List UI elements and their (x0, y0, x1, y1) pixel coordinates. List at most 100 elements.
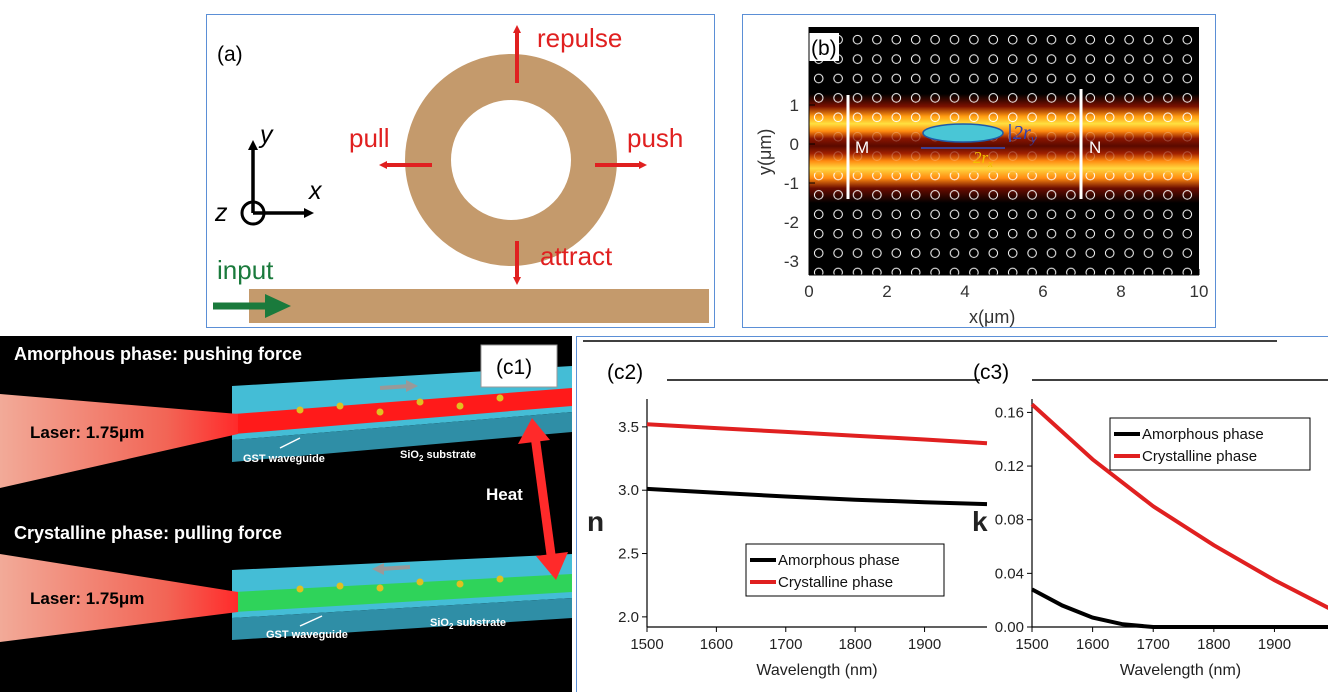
b-y-ticks: 1 0 -1 -2 -3 (784, 96, 815, 271)
b-y-tick-label: 0 (790, 135, 799, 154)
panel-c1-svg: Heat Amorphous phase: pushing force Crys… (0, 344, 572, 642)
bottom-laser-beam (0, 554, 238, 642)
b-x-tick-label: 6 (1038, 282, 1047, 301)
laser-bottom-label: Laser: 1.75μm (30, 589, 144, 608)
legend-entry: Amorphous phase (778, 552, 900, 569)
axis-x-label: x (308, 177, 323, 205)
waveguide-bottom-label: GST waveguide (266, 629, 348, 641)
panel-c3-label: (c3) (973, 361, 1009, 384)
b-ylabel: y(μm) (755, 129, 775, 175)
y-tick-label: 0.00 (995, 619, 1024, 636)
x-axis-label: Wavelength (nm) (1120, 662, 1241, 679)
legend-box (1109, 417, 1311, 471)
bottom-gst-waveguide (234, 574, 572, 612)
top-title: Amorphous phase: pushing force (14, 344, 302, 364)
ring-resonator (405, 54, 617, 266)
b-x-tick-label: 8 (1116, 282, 1125, 301)
attract-label: attract (540, 241, 613, 271)
panel-c1-label: (c1) (496, 356, 532, 379)
y-tick-label: 2.0 (618, 609, 639, 626)
waveguide-top-label: GST waveguide (243, 453, 325, 465)
top-gst-waveguide (234, 388, 572, 434)
y-tick-label: 0.16 (995, 404, 1024, 421)
chart-c3: 1500 1600 1700 1800 1900 0.00 0.04 0.08 0.12 0.16… (972, 399, 1328, 679)
dim-2rx-label: 2rx (973, 148, 993, 170)
y-tick-label: 3.0 (618, 482, 639, 499)
heat-label: Heat (486, 485, 523, 504)
x-tick-label: 1700 (1137, 636, 1170, 653)
y-tick-label: 2.5 (618, 546, 639, 563)
x-tick-label: 1900 (1258, 636, 1291, 653)
x-axis-label: Wavelength (nm) (756, 662, 877, 679)
panel-c1: Heat Amorphous phase: pushing force Crys… (0, 336, 572, 692)
legend-entry: Crystalline phase (1142, 448, 1257, 465)
x-tick-label: 1500 (630, 636, 663, 653)
particles (296, 394, 504, 593)
z-axis-circle (240, 200, 266, 226)
series-line (646, 422, 988, 446)
repulse-label: repulse (537, 23, 622, 53)
x-tick-label: 1800 (1197, 636, 1230, 653)
bottom-title: Crystalline phase: pulling force (14, 523, 282, 543)
substrate-top-label: SiO2 substrate (400, 449, 476, 463)
panel-c2-label: (c2) (607, 361, 643, 384)
y-tick-label: 0.04 (995, 565, 1024, 582)
b-y-tick-label: -3 (784, 252, 799, 271)
marker-m-label: M (855, 138, 869, 157)
x-tick-label: 1600 (1076, 636, 1109, 653)
input-arrow-head (265, 294, 291, 318)
x-tick-label: 1600 (700, 636, 733, 653)
y-tick-label: 3.5 (618, 419, 639, 436)
marker-n-label: N (1089, 138, 1101, 157)
y-axis-label: k (972, 506, 988, 537)
panel-c2-c3: (c2) (c3) 1500 1600 1700 1800 1900 2.0 2.5 3.0 3… (576, 336, 1328, 692)
panel-b-label-front: (b) (811, 37, 837, 60)
axis-z-label: z (214, 199, 228, 227)
b-y-tick-label: 1 (790, 96, 799, 115)
x-tick-label: 1500 (1015, 636, 1048, 653)
y-axis-label: n (587, 506, 604, 537)
top-substrate-side (232, 412, 572, 462)
chart-c2: 1500 1600 1700 1800 1900 2.0 2.5 3.0 3.5 Waveleng… (587, 399, 988, 679)
heat-arrow (530, 435, 557, 563)
dim-2ry-label: 2ry (1013, 122, 1037, 146)
b-x-ticks: 0 2 4 6 8 10 (804, 269, 1208, 301)
legend-box (745, 543, 945, 597)
laser-top-label: Laser: 1.75μm (30, 423, 144, 442)
x-tick-label: 1800 (838, 636, 871, 653)
panel-a-label: (a) (217, 43, 243, 66)
legend-entry: Amorphous phase (1142, 426, 1264, 443)
x-tick-label: 1700 (769, 636, 802, 653)
panel-a-svg: (a) input repulse attract pull push y x … (213, 23, 709, 323)
pull-label: pull (349, 123, 389, 153)
top-laser-beam (0, 394, 238, 488)
b-x-tick-label: 4 (960, 282, 969, 301)
hole-lattice-bottom (809, 173, 1199, 275)
series-line (646, 486, 988, 507)
substrate-bottom-label: SiO2 substrate (430, 617, 506, 631)
pull-motion-arrow (379, 565, 411, 571)
y-tick-label: 0.08 (995, 512, 1024, 529)
b-y-tick-label: -1 (784, 174, 799, 193)
panel-b-label-box (807, 33, 839, 61)
series-line (1030, 402, 1328, 610)
charts-svg: (c2) (c3) 1500 1600 1700 1800 1900 2.0 2.5 3.0 3… (583, 340, 1328, 679)
b-y-tick-label: -2 (784, 213, 799, 232)
b-x-tick-label: 0 (804, 282, 813, 301)
bus-waveguide (249, 289, 709, 323)
b-xlabel: x(μm) (969, 307, 1015, 327)
b-x-tick-label: 2 (882, 282, 891, 301)
series-line (1031, 587, 1328, 629)
legend-entry: Crystalline phase (778, 574, 893, 591)
axis-y-label: y (258, 121, 274, 149)
push-motion-arrow (379, 384, 411, 390)
c1-label-box (480, 344, 558, 388)
bottom-substrate-side (232, 598, 572, 640)
b-x-tick-label: 10 (1190, 282, 1209, 301)
elliptical-particle (922, 123, 1004, 143)
hole-lattice-top (809, 27, 1199, 123)
panel-a: (a) input repulse attract pull push y x … (206, 14, 715, 328)
push-label: push (627, 123, 683, 153)
